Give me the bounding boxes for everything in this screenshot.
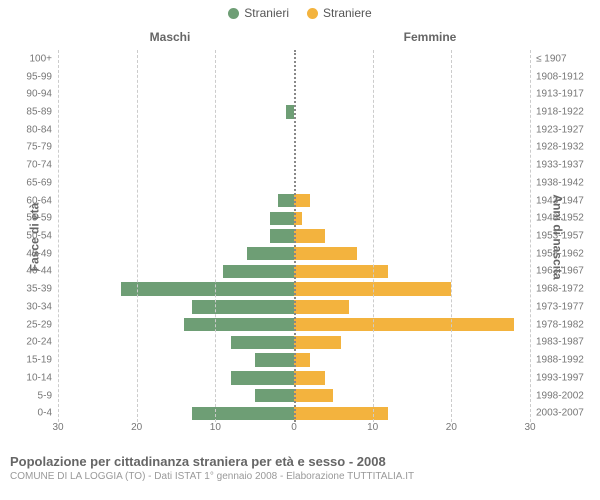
birth-label: 1943-1947 <box>530 195 584 206</box>
x-tick: 20 <box>446 422 457 433</box>
x-tick: 30 <box>52 422 63 433</box>
birth-label: 1978-1982 <box>530 319 584 330</box>
age-label: 10-14 <box>26 372 58 383</box>
plot-area: 100+≤ 190795-991908-191290-941913-191785… <box>58 50 530 422</box>
age-label: 55-59 <box>26 213 58 224</box>
birth-label: 1918-1922 <box>530 107 584 118</box>
age-label: 35-39 <box>26 284 58 295</box>
legend-female-label: Straniere <box>323 6 372 20</box>
birth-label: 1963-1967 <box>530 266 584 277</box>
bar-female <box>294 247 357 260</box>
birth-label: 1908-1912 <box>530 71 584 82</box>
birth-label: 2003-2007 <box>530 408 584 419</box>
age-label: 50-54 <box>26 231 58 242</box>
x-tick: 10 <box>210 422 221 433</box>
bar-female <box>294 194 310 207</box>
grid-line <box>451 50 452 422</box>
age-label: 85-89 <box>26 107 58 118</box>
bar-female <box>294 353 310 366</box>
age-label: 45-49 <box>26 248 58 259</box>
birth-label: 1953-1957 <box>530 231 584 242</box>
age-label: 65-69 <box>26 177 58 188</box>
bar-male <box>270 229 294 242</box>
birth-label: 1913-1917 <box>530 89 584 100</box>
legend: Stranieri Straniere <box>0 0 600 22</box>
birth-label: 1958-1962 <box>530 248 584 259</box>
age-label: 0-4 <box>38 408 58 419</box>
x-tick: 30 <box>524 422 535 433</box>
age-label: 100+ <box>29 53 58 64</box>
grid-line <box>58 50 59 422</box>
bar-male <box>286 105 294 118</box>
center-line <box>294 50 296 422</box>
bar-male <box>247 247 294 260</box>
bar-female <box>294 300 349 313</box>
age-label: 15-19 <box>26 355 58 366</box>
chart: Maschi Femmine Fasce di età Anni di nasc… <box>0 22 600 452</box>
bar-male <box>255 353 294 366</box>
bar-female <box>294 371 325 384</box>
age-label: 75-79 <box>26 142 58 153</box>
footer: Popolazione per cittadinanza straniera p… <box>0 452 600 482</box>
age-label: 70-74 <box>26 160 58 171</box>
header-female: Femmine <box>300 30 600 44</box>
bar-female <box>294 265 388 278</box>
age-label: 60-64 <box>26 195 58 206</box>
birth-label: 1983-1987 <box>530 337 584 348</box>
age-label: 80-84 <box>26 124 58 135</box>
bar-male <box>255 389 294 402</box>
legend-item-male: Stranieri <box>228 6 289 20</box>
age-label: 25-29 <box>26 319 58 330</box>
age-label: 20-24 <box>26 337 58 348</box>
bar-male <box>192 300 294 313</box>
bar-female <box>294 336 341 349</box>
bar-male <box>223 265 294 278</box>
birth-label: 1993-1997 <box>530 372 584 383</box>
birth-label: 1923-1927 <box>530 124 584 135</box>
bar-female <box>294 407 388 420</box>
birth-label: 1928-1932 <box>530 142 584 153</box>
male-swatch <box>228 8 239 19</box>
birth-label: 1988-1992 <box>530 355 584 366</box>
bar-female <box>294 389 333 402</box>
legend-male-label: Stranieri <box>244 6 289 20</box>
birth-label: 1938-1942 <box>530 177 584 188</box>
age-label: 40-44 <box>26 266 58 277</box>
female-swatch <box>307 8 318 19</box>
birth-label: ≤ 1907 <box>530 53 567 64</box>
x-ticks: 3020100102030 <box>58 422 530 442</box>
birth-label: 1998-2002 <box>530 390 584 401</box>
grid-line <box>530 50 531 422</box>
bar-male <box>270 212 294 225</box>
birth-label: 1948-1952 <box>530 213 584 224</box>
chart-subtitle: COMUNE DI LA LOGGIA (TO) - Dati ISTAT 1°… <box>10 471 590 482</box>
bar-male <box>278 194 294 207</box>
bar-male <box>231 336 294 349</box>
age-label: 95-99 <box>26 71 58 82</box>
age-label: 5-9 <box>38 390 58 401</box>
x-tick: 0 <box>291 422 297 433</box>
grid-line <box>373 50 374 422</box>
bar-female <box>294 318 514 331</box>
birth-label: 1933-1937 <box>530 160 584 171</box>
birth-label: 1973-1977 <box>530 301 584 312</box>
grid-line <box>215 50 216 422</box>
age-label: 90-94 <box>26 89 58 100</box>
grid-line <box>137 50 138 422</box>
age-label: 30-34 <box>26 301 58 312</box>
x-tick: 20 <box>131 422 142 433</box>
birth-label: 1968-1972 <box>530 284 584 295</box>
column-headers: Maschi Femmine <box>0 30 600 44</box>
bar-female <box>294 229 325 242</box>
chart-title: Popolazione per cittadinanza straniera p… <box>10 454 590 469</box>
legend-item-female: Straniere <box>307 6 372 20</box>
header-male: Maschi <box>0 30 300 44</box>
bar-male <box>184 318 294 331</box>
bar-male <box>192 407 294 420</box>
bar-male <box>121 282 294 295</box>
bar-male <box>231 371 294 384</box>
x-tick: 10 <box>367 422 378 433</box>
